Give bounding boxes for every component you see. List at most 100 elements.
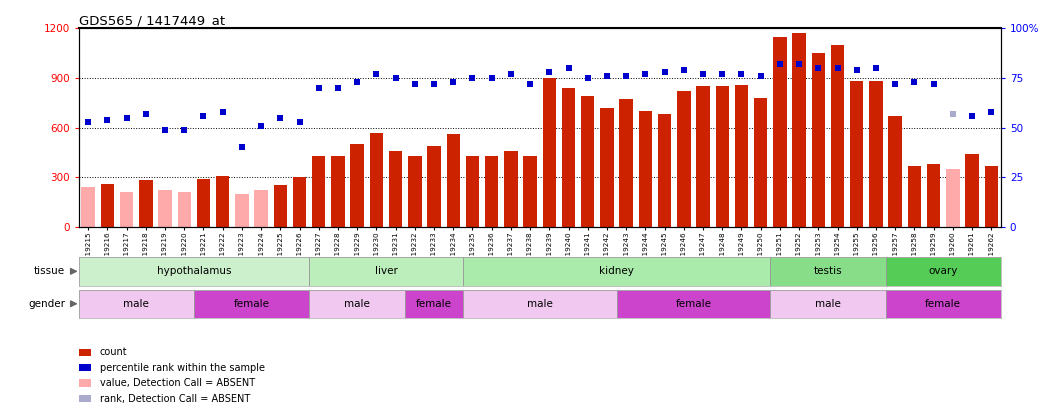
Bar <box>831 45 845 227</box>
Bar <box>638 111 652 227</box>
Point <box>522 81 539 87</box>
Bar <box>408 156 421 227</box>
Point <box>905 79 922 85</box>
Bar <box>616 290 770 318</box>
Text: male: male <box>815 299 840 309</box>
Bar <box>716 86 729 227</box>
Bar <box>504 151 518 227</box>
Point <box>541 69 558 75</box>
Point <box>214 109 231 115</box>
Text: tissue: tissue <box>34 266 65 276</box>
Bar <box>735 85 748 227</box>
Text: liver: liver <box>374 266 397 276</box>
Point <box>291 118 308 125</box>
Bar <box>886 290 1001 318</box>
Bar <box>194 290 309 318</box>
Bar <box>619 100 633 227</box>
Bar <box>216 175 230 227</box>
Text: male: male <box>124 299 149 309</box>
Point <box>234 144 250 151</box>
Point <box>387 75 403 81</box>
Bar <box>792 33 806 227</box>
Point <box>156 126 173 133</box>
Bar <box>389 151 402 227</box>
Text: kidney: kidney <box>599 266 634 276</box>
Bar <box>197 179 211 227</box>
Bar <box>869 81 882 227</box>
Bar <box>158 190 172 227</box>
Point <box>944 111 961 117</box>
Bar <box>82 187 95 227</box>
Bar <box>309 290 406 318</box>
Bar <box>754 98 767 227</box>
Bar <box>463 290 616 318</box>
Bar <box>677 91 691 227</box>
Point <box>99 116 115 123</box>
Point <box>502 71 519 77</box>
Point <box>137 111 154 117</box>
Bar <box>543 78 556 227</box>
Text: ovary: ovary <box>929 266 958 276</box>
Point <box>714 71 730 77</box>
Bar <box>770 257 886 286</box>
Bar <box>312 156 326 227</box>
Bar <box>886 257 1001 286</box>
Point <box>963 113 980 119</box>
Text: female: female <box>925 299 961 309</box>
Bar <box>463 257 770 286</box>
Point <box>790 61 807 67</box>
Point <box>733 71 749 77</box>
Point <box>983 109 1000 115</box>
Bar <box>370 132 384 227</box>
Bar <box>601 108 614 227</box>
Point <box>598 73 615 79</box>
Bar <box>770 290 886 318</box>
Bar <box>235 194 248 227</box>
Point <box>407 81 423 87</box>
Bar <box>926 164 940 227</box>
Bar <box>309 257 463 286</box>
Bar <box>446 134 460 227</box>
Bar <box>274 185 287 227</box>
Point <box>80 118 96 125</box>
Text: value, Detection Call = ABSENT: value, Detection Call = ABSENT <box>100 378 255 388</box>
Bar <box>406 290 463 318</box>
Bar <box>658 114 672 227</box>
Text: count: count <box>100 347 127 357</box>
Bar <box>889 116 902 227</box>
Point <box>675 67 692 73</box>
Point <box>349 79 366 85</box>
Text: male: male <box>527 299 552 309</box>
Bar <box>255 190 268 227</box>
Bar <box>79 290 194 318</box>
Bar <box>485 156 499 227</box>
Point <box>656 69 673 75</box>
Bar <box>908 166 921 227</box>
Bar <box>946 169 960 227</box>
Bar <box>465 156 479 227</box>
Bar <box>119 192 133 227</box>
Bar <box>331 156 345 227</box>
Bar <box>696 86 709 227</box>
Point <box>483 75 500 81</box>
Bar <box>79 257 309 286</box>
Point <box>829 65 846 71</box>
Point <box>868 65 885 71</box>
Point <box>329 85 346 91</box>
Point <box>617 73 634 79</box>
Point <box>695 71 712 77</box>
Point <box>464 75 481 81</box>
Point <box>176 126 193 133</box>
Bar <box>562 88 575 227</box>
Point <box>195 113 212 119</box>
Text: hypothalamus: hypothalamus <box>156 266 232 276</box>
Text: female: female <box>234 299 269 309</box>
Bar <box>984 166 998 227</box>
Point <box>425 81 442 87</box>
Point <box>887 81 903 87</box>
Bar <box>139 181 153 227</box>
Text: gender: gender <box>28 299 65 309</box>
Point <box>271 114 288 121</box>
Point <box>118 114 135 121</box>
Point <box>368 71 385 77</box>
